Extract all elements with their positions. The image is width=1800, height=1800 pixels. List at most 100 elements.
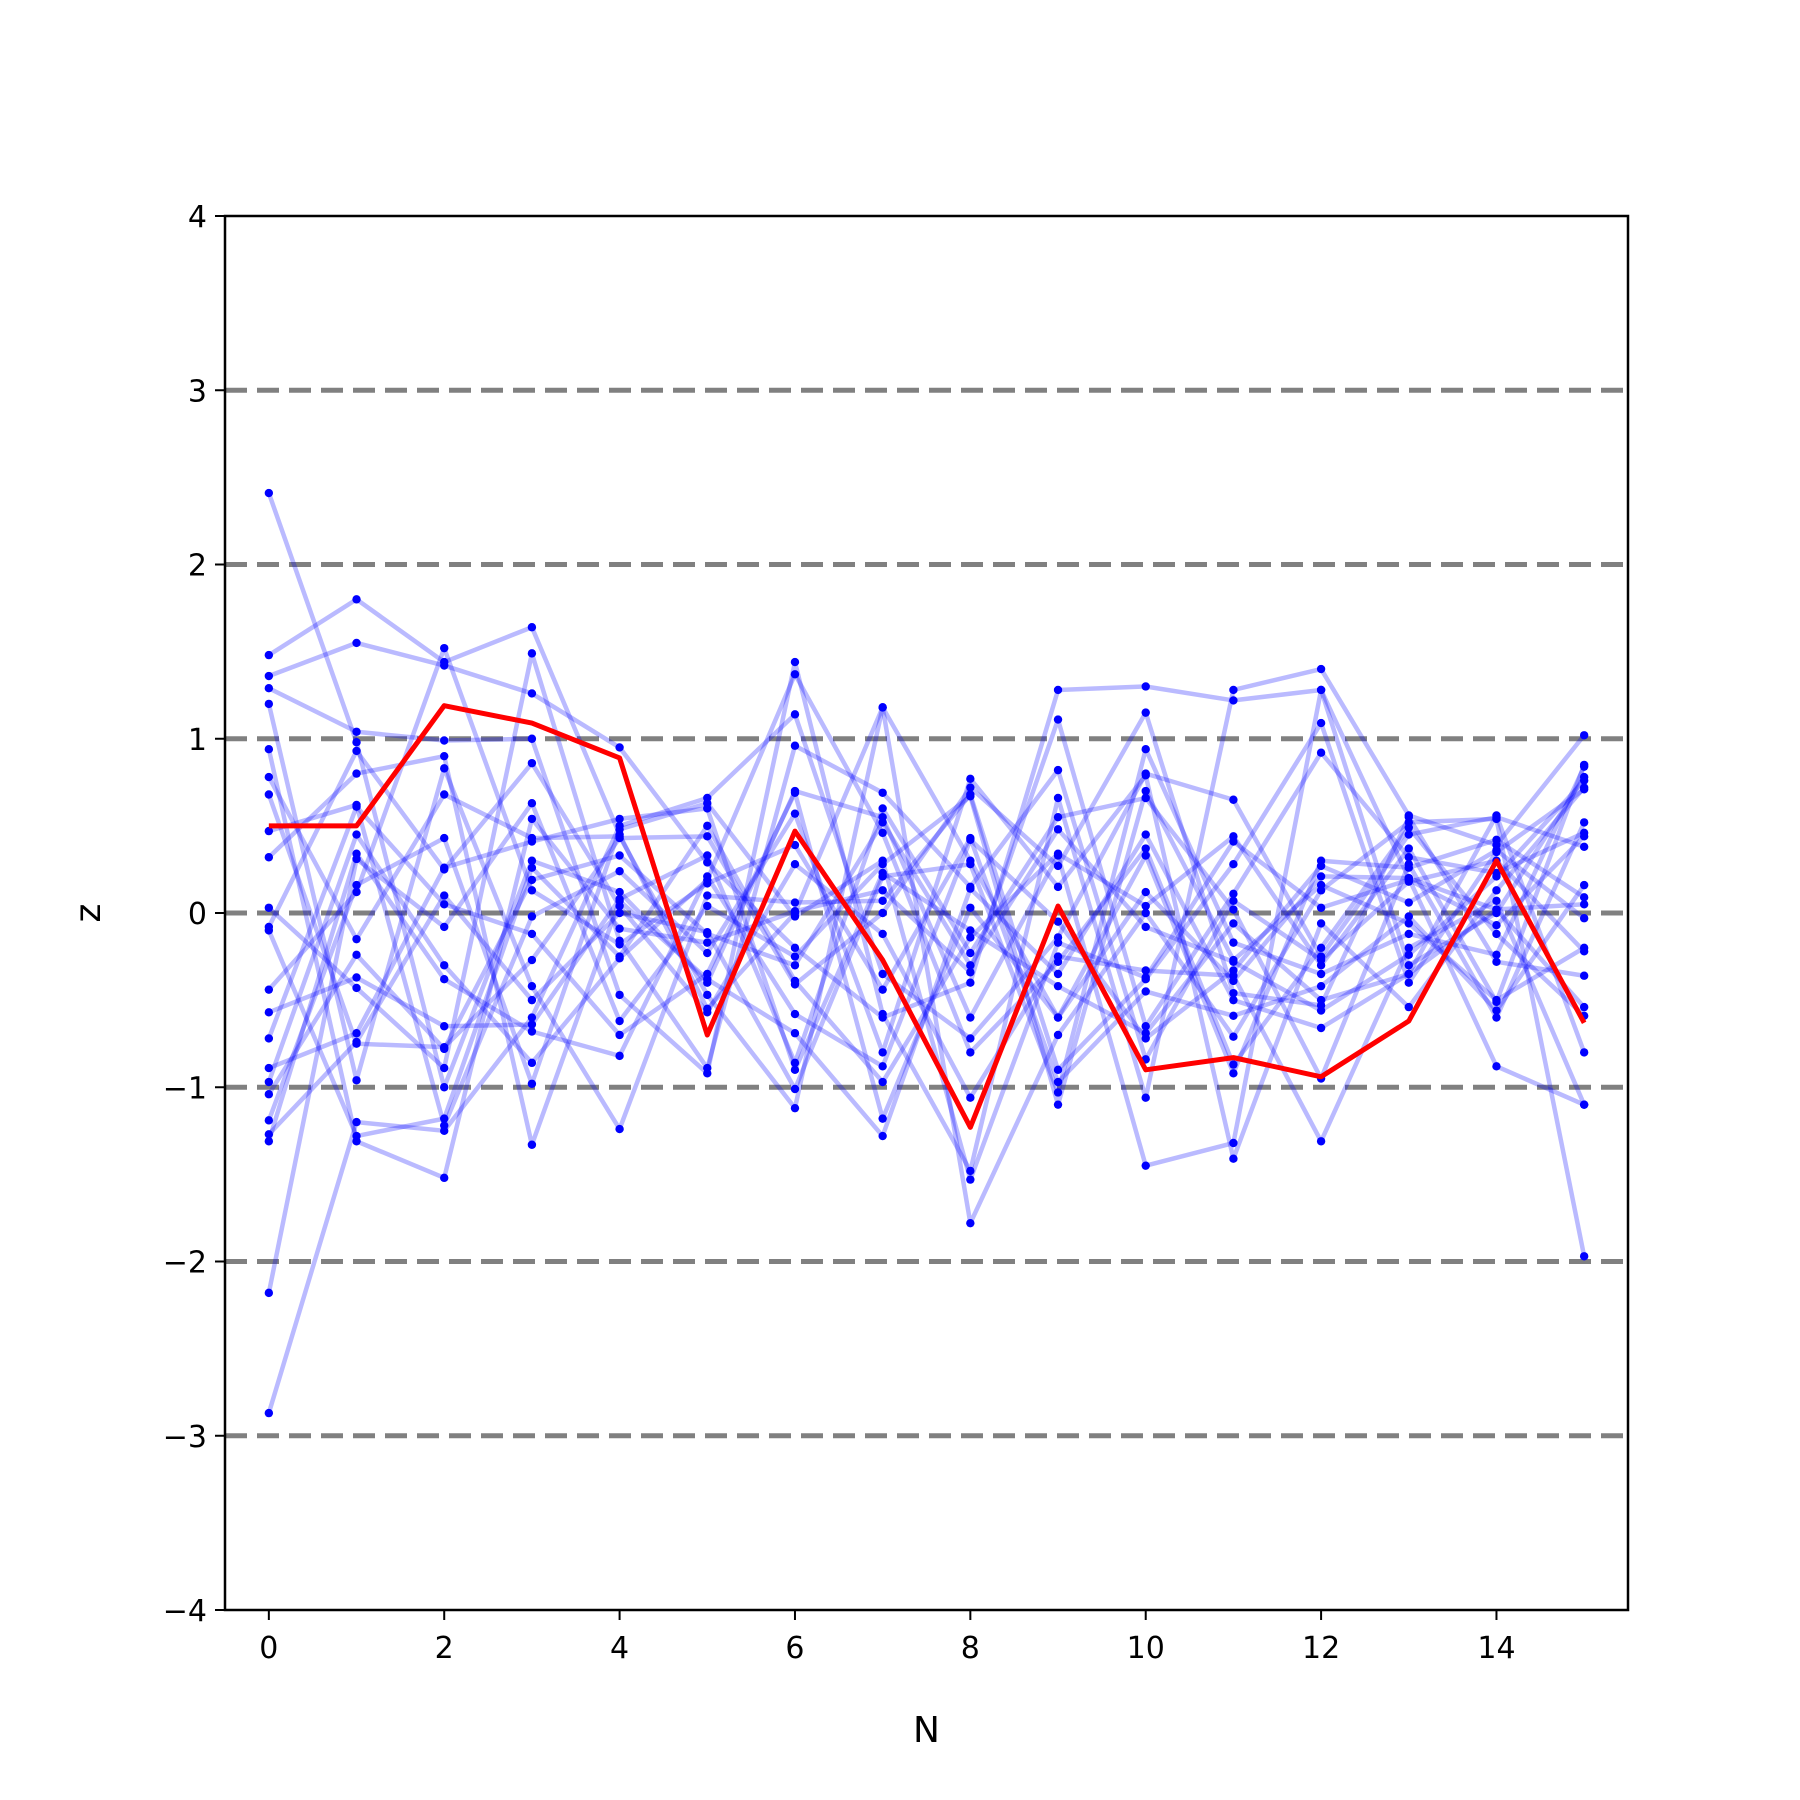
series-point — [1579, 947, 1589, 956]
series-point — [1053, 861, 1063, 871]
series-point — [703, 821, 712, 831]
series-point — [878, 886, 887, 895]
series-point — [352, 950, 361, 960]
series-point — [527, 814, 537, 824]
series-point — [966, 948, 975, 958]
series-point — [1492, 846, 1501, 855]
series-line — [267, 597, 1587, 1257]
y-tick-label: −3 — [163, 1420, 207, 1455]
series-point — [1404, 929, 1413, 939]
series-point — [527, 649, 537, 658]
series-point — [966, 933, 975, 942]
series-point — [1404, 898, 1413, 907]
series-point — [615, 990, 624, 1000]
series-point — [1141, 908, 1150, 918]
series-point — [1492, 957, 1501, 966]
series-point — [966, 1013, 975, 1022]
series-point — [1404, 1002, 1413, 1012]
series-point — [264, 1090, 274, 1099]
x-tick-label: 8 — [961, 1631, 980, 1666]
series-point — [703, 1063, 712, 1073]
series-point — [966, 1166, 975, 1176]
series-point — [440, 900, 449, 909]
series-point — [264, 671, 274, 681]
series-point — [440, 790, 449, 799]
series-point — [527, 1013, 537, 1022]
series-point — [1579, 762, 1589, 771]
series-point — [878, 908, 887, 918]
series-point — [1492, 920, 1501, 930]
series-line — [266, 790, 1585, 1121]
series-point — [1053, 825, 1063, 834]
series-line — [266, 717, 1586, 1181]
series-point — [1141, 966, 1150, 975]
series-point — [1579, 818, 1589, 827]
series-point — [615, 1016, 624, 1026]
series-line — [266, 788, 1586, 1294]
y-axis-ticks: −4 −3 −2 −1 0 1 2 3 4 — [163, 200, 225, 1629]
series-point — [790, 710, 800, 719]
background-series-lines — [266, 492, 1587, 1414]
series-point — [440, 736, 449, 745]
series-point — [790, 1103, 800, 1113]
series-point — [1404, 950, 1413, 960]
series-point — [264, 926, 274, 935]
series-line — [267, 645, 1587, 1085]
series-point — [703, 927, 712, 937]
series-point — [352, 727, 361, 736]
series-point — [1141, 1093, 1150, 1102]
series-point — [1316, 886, 1326, 895]
series-point — [1579, 1252, 1589, 1261]
series-point — [264, 772, 274, 782]
series-point — [615, 901, 624, 911]
series-point — [264, 1288, 274, 1298]
series-point — [703, 990, 712, 1000]
series-point — [440, 1173, 449, 1183]
series-point — [878, 1062, 887, 1071]
series-point — [1053, 981, 1063, 991]
series-point — [1579, 1048, 1589, 1057]
series-point — [1229, 988, 1238, 998]
series-point — [352, 849, 361, 858]
series-point — [790, 912, 800, 921]
series-point — [790, 788, 800, 797]
series-point — [1141, 793, 1150, 803]
series-point — [615, 1124, 624, 1134]
series-point — [352, 934, 361, 944]
series-point — [352, 738, 361, 747]
series-point — [1053, 1088, 1063, 1097]
series-point — [790, 1009, 800, 1019]
series-point — [264, 1130, 274, 1139]
series-point — [966, 978, 975, 987]
series-point — [615, 1051, 624, 1061]
series-point — [1053, 685, 1063, 695]
series-point — [878, 929, 887, 939]
series-line — [268, 640, 1587, 1020]
series-line — [266, 672, 1586, 1083]
series-point — [1404, 844, 1413, 853]
series-point — [1404, 961, 1413, 970]
series-point — [703, 948, 712, 958]
series-point — [790, 952, 800, 961]
series-point — [527, 1140, 537, 1149]
series-point — [1229, 1069, 1238, 1078]
x-tick-label: 12 — [1302, 1631, 1340, 1666]
x-tick-label: 0 — [259, 1631, 278, 1666]
series-point — [1316, 1023, 1326, 1033]
series-point — [1316, 664, 1326, 674]
series-point — [1229, 896, 1238, 906]
series-point — [1404, 919, 1413, 928]
series-point — [790, 670, 800, 679]
series-point — [1141, 1022, 1150, 1031]
series-point — [352, 880, 361, 890]
series-point — [1316, 969, 1326, 979]
x-tick-label: 2 — [435, 1631, 454, 1666]
series-point — [1579, 880, 1589, 890]
series-point — [615, 887, 624, 897]
series-point — [527, 912, 537, 921]
series-point — [966, 860, 975, 869]
series-line — [267, 651, 1586, 1071]
y-tick-label: −1 — [163, 1071, 207, 1106]
series-point — [1404, 969, 1413, 979]
